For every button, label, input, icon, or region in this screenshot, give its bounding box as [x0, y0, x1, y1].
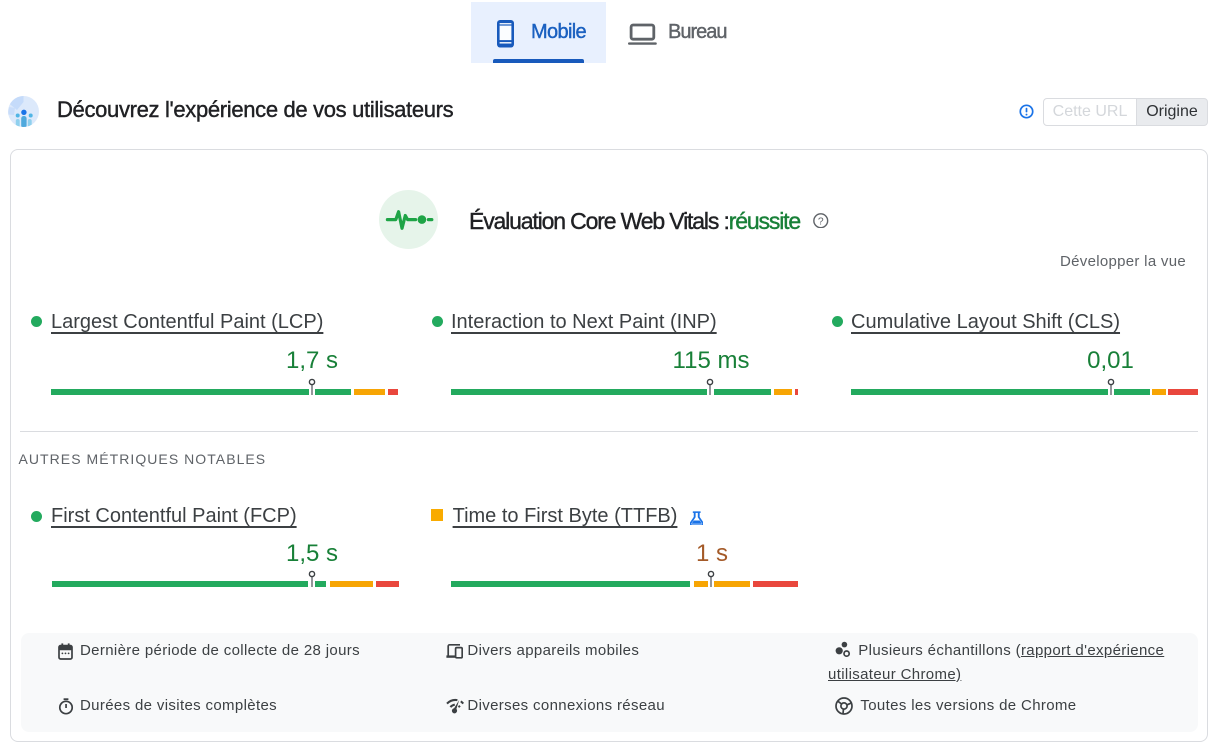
svg-text:?: ?: [818, 216, 824, 227]
